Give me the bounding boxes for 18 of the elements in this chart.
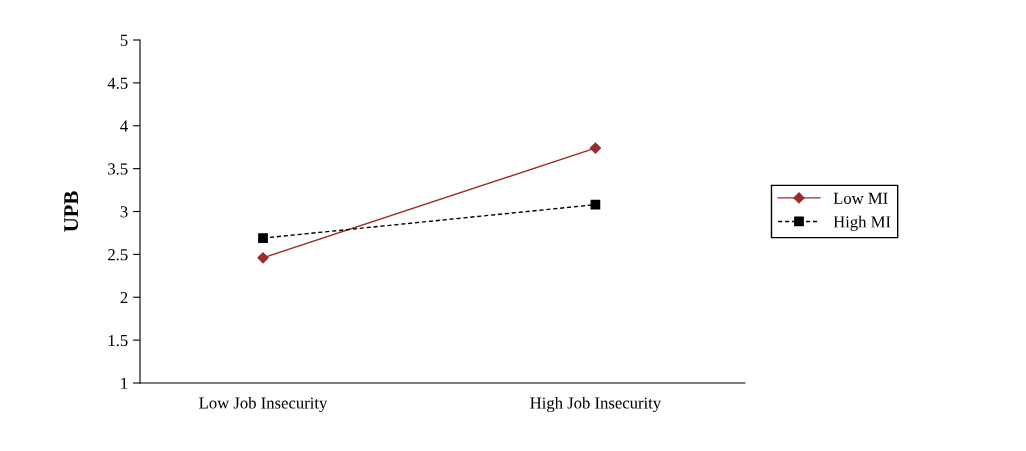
y-tick-label: 1.5 (108, 334, 128, 347)
y-tick-label: 4 (120, 120, 128, 132)
x-tick-label: High Job Insecurity (530, 396, 662, 413)
y-tick-label: 4.5 (107, 77, 128, 89)
point (257, 252, 269, 264)
y-axis-title: UPB (64, 191, 79, 232)
point (590, 199, 601, 210)
y-tick-label: 5 (120, 34, 128, 46)
legend-label: High MI (833, 215, 891, 231)
legend-label: Low MI (833, 192, 888, 204)
y-tick-label: 3.5 (108, 163, 128, 175)
y-tick-label: 1 (121, 377, 128, 389)
y-tick-label: 2.5 (108, 249, 128, 261)
point (258, 233, 268, 243)
y-tick-label: 3 (120, 206, 128, 218)
x-tick-label: Low Job Insecurity (199, 396, 328, 413)
y-tick-label: 2 (120, 292, 128, 304)
point (589, 142, 602, 154)
